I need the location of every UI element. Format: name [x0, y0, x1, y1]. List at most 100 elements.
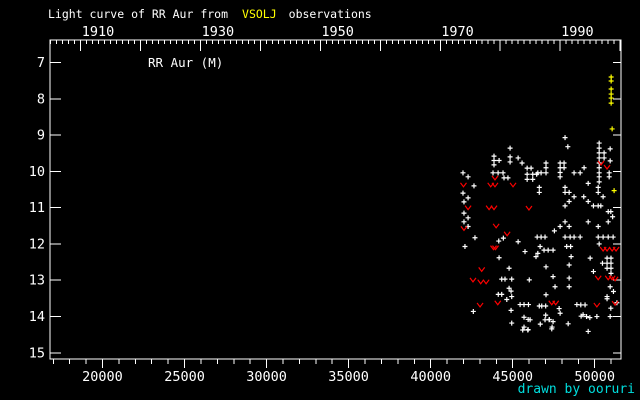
- data-point-plus: [608, 209, 614, 215]
- data-point-plus: [598, 203, 604, 209]
- data-point-plus: [585, 328, 591, 334]
- data-point-limit-chevron: [603, 246, 611, 253]
- title-prefix: Light curve of RR Aur from: [48, 7, 229, 21]
- data-point-plus: [508, 288, 514, 294]
- data-point-plus: [491, 153, 497, 159]
- data-point-plus: [581, 165, 587, 171]
- data-point-plus: [536, 189, 542, 195]
- data-point-plus: [557, 224, 563, 230]
- data-point-plus: [565, 321, 571, 327]
- title-brand-vsolj: VSOLJ: [242, 7, 277, 21]
- data-point-plus: [600, 234, 606, 240]
- data-point-plus: [585, 180, 591, 186]
- data-point-plus: [521, 324, 527, 330]
- data-point-plus: [610, 214, 616, 220]
- data-point-plus: [599, 260, 605, 266]
- x-tick-label: 40000: [410, 369, 451, 385]
- data-point-plus: [608, 265, 614, 271]
- data-point-plus: [465, 215, 471, 221]
- data-point-limit-chevron: [597, 160, 605, 167]
- data-point-plus: [530, 176, 536, 182]
- data-point-plus: [538, 170, 544, 176]
- data-point-plus: [528, 165, 534, 171]
- data-point-plus: [509, 276, 515, 282]
- data-point-plus: [520, 327, 526, 333]
- data-point-plus: [600, 194, 606, 200]
- data-point-plus: [491, 162, 497, 168]
- data-point-plus: [521, 314, 527, 320]
- data-point-plus: [566, 198, 572, 204]
- series-fainter-than-limits: [460, 160, 620, 308]
- data-point-plus: [562, 203, 568, 209]
- data-point-plus: [471, 183, 477, 189]
- data-point-plus: [601, 155, 607, 161]
- data-point-plus: [605, 234, 611, 240]
- data-point-plus: [596, 140, 602, 146]
- y-tick-label: 10: [29, 164, 45, 180]
- data-point-plus: [535, 250, 541, 256]
- y-tick-label: 14: [29, 309, 45, 325]
- data-point-limit-chevron: [476, 302, 484, 308]
- data-point-plus: [571, 194, 577, 200]
- series-recent-observations: [608, 74, 617, 194]
- data-point-plus: [543, 165, 549, 171]
- data-point-limit-chevron: [612, 246, 620, 253]
- data-point-plus: [610, 288, 616, 294]
- data-point-limit-chevron: [603, 164, 611, 171]
- year-tick-label: 1990: [561, 24, 594, 40]
- data-point-plus: [549, 324, 555, 330]
- data-point-plus: [566, 284, 572, 290]
- data-point-plus: [496, 157, 502, 163]
- data-point-plus: [585, 198, 591, 204]
- data-point-plus: [607, 158, 613, 164]
- data-point-plus: [608, 270, 614, 276]
- data-point-plus: [552, 284, 558, 290]
- year-tick-label: 1910: [82, 24, 115, 40]
- data-point-plus: [608, 95, 614, 101]
- data-point-plus: [568, 254, 574, 260]
- data-point-plus: [491, 157, 497, 163]
- title-suffix: observations: [288, 7, 372, 21]
- data-point-plus: [546, 316, 552, 322]
- data-point-plus: [542, 234, 548, 240]
- data-point-plus: [587, 315, 593, 321]
- data-point-plus: [525, 327, 531, 333]
- credit-text: drawn by ooruri: [517, 382, 635, 397]
- data-point-plus: [590, 269, 596, 275]
- data-point-plus: [495, 170, 501, 176]
- data-point-plus: [515, 155, 521, 161]
- x-tick-label: 20000: [82, 369, 123, 385]
- data-point-plus: [496, 238, 502, 244]
- data-point-plus: [596, 241, 602, 247]
- data-point-plus: [587, 255, 593, 261]
- data-point-plus: [509, 320, 515, 326]
- data-point-plus: [460, 190, 466, 196]
- data-point-limit-chevron: [492, 223, 500, 229]
- data-point-limit-chevron: [552, 300, 560, 306]
- data-point-plus: [499, 291, 505, 297]
- data-point-plus: [561, 160, 567, 166]
- data-point-limit-chevron: [477, 279, 485, 285]
- data-point-plus: [611, 188, 617, 194]
- data-point-plus: [545, 247, 551, 253]
- data-point-plus: [550, 319, 556, 325]
- data-point-plus: [609, 126, 615, 132]
- data-point-plus: [505, 175, 511, 181]
- data-point-plus: [515, 239, 521, 245]
- plot-border: [49, 39, 622, 360]
- data-point-limit-chevron: [594, 275, 602, 281]
- data-point-plus: [608, 78, 614, 84]
- data-point-limit-chevron: [509, 182, 517, 188]
- data-point-plus: [524, 176, 530, 182]
- data-point-limit-chevron: [503, 231, 511, 237]
- data-point-plus: [556, 306, 562, 312]
- star-label: RR Aur (M): [148, 55, 224, 70]
- y-tick-label: 13: [29, 273, 45, 289]
- data-point-plus: [601, 150, 607, 156]
- data-point-plus: [595, 234, 601, 240]
- data-point-plus: [608, 86, 614, 92]
- data-point-plus: [543, 292, 549, 298]
- data-point-plus: [571, 234, 577, 240]
- data-point-plus: [506, 265, 512, 271]
